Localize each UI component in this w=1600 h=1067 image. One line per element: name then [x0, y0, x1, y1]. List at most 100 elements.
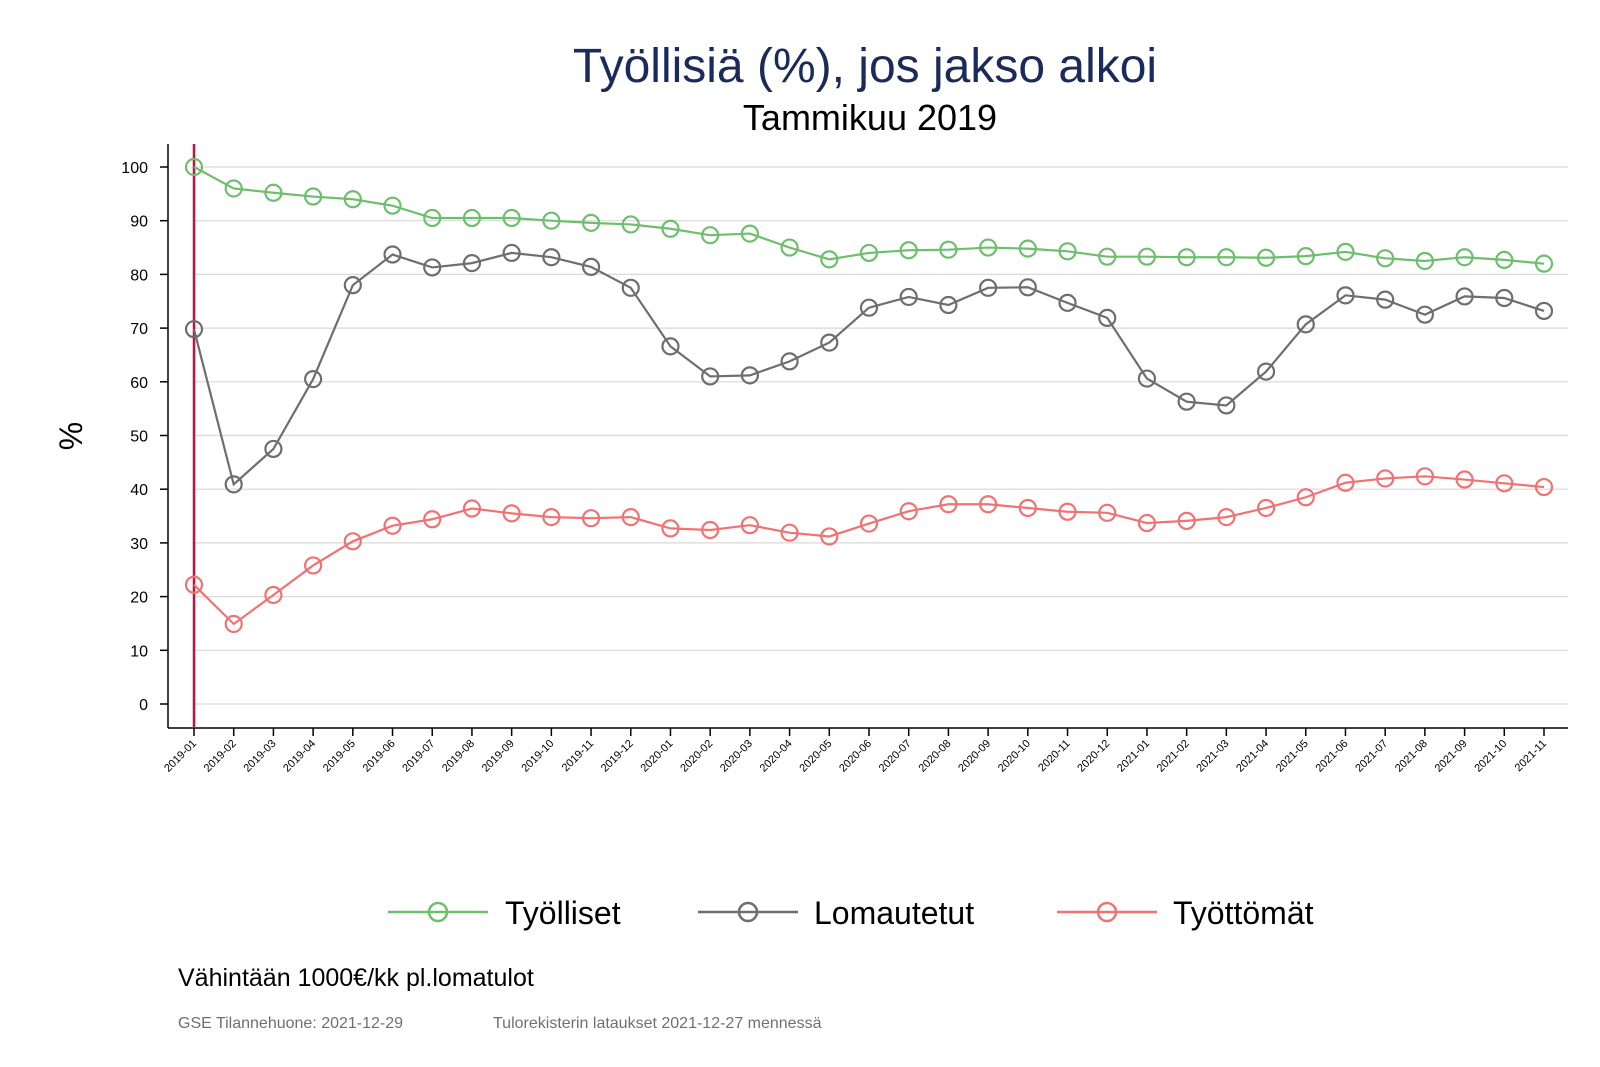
data-point: [1137, 369, 1157, 388]
x-tick-label: 2021-09: [1433, 738, 1470, 775]
x-tick-label: 2020-05: [797, 738, 834, 775]
data-point: [343, 276, 362, 295]
x-tick-label: 2019-09: [480, 738, 517, 775]
data-point: [264, 183, 283, 202]
data-point: [502, 208, 521, 228]
data-point: [1336, 242, 1355, 261]
x-tick-label: 2020-09: [956, 738, 993, 775]
x-tick-label: 2019-04: [281, 738, 318, 775]
data-point: [780, 523, 799, 542]
y-tick-label: 10: [130, 643, 148, 660]
data-point: [1534, 477, 1554, 497]
data-point: [740, 516, 759, 535]
data-point: [462, 499, 482, 518]
series-1: [184, 157, 1554, 273]
data-point: [1256, 498, 1276, 518]
x-tick-label: 2019-05: [321, 738, 358, 775]
data-point: [939, 240, 958, 259]
data-point: [1296, 315, 1315, 334]
data-point: [184, 575, 204, 594]
data-point: [979, 238, 998, 257]
x-tick-label: 2020-12: [1075, 738, 1112, 775]
data-point: [661, 219, 680, 238]
x-tick-label: 2021-04: [1234, 738, 1271, 775]
legend-marker: [1096, 901, 1118, 923]
x-tick-label: 2019-11: [560, 738, 596, 774]
data-point: [820, 333, 839, 352]
data-point: [343, 532, 362, 551]
x-tick-label: 2019-06: [361, 738, 398, 775]
data-point: [1376, 249, 1395, 268]
data-point: [1415, 467, 1434, 486]
data-point: [1098, 308, 1117, 327]
data-point: [1495, 288, 1514, 308]
data-point: [621, 215, 640, 234]
data-point: [1177, 511, 1196, 530]
data-point: [740, 366, 759, 385]
x-tick-label: 2021-07: [1353, 738, 1390, 775]
x-tick-label: 2019-12: [599, 738, 636, 775]
gridlines: [194, 166, 1568, 705]
x-tick-label: 2020-10: [996, 738, 1033, 775]
x-tick-label: 2020-08: [916, 738, 953, 775]
data-point: [224, 614, 243, 634]
series-3: [184, 467, 1554, 634]
series-line: [192, 251, 1545, 487]
x-tick-label: 2021-05: [1274, 738, 1311, 775]
x-tick-label: 2020-07: [877, 738, 914, 775]
data-point: [1137, 247, 1157, 266]
data-point: [820, 527, 839, 546]
y-tick-label: 100: [121, 160, 148, 177]
data-point: [264, 585, 283, 605]
data-point: [224, 179, 243, 198]
data-point: [343, 190, 362, 209]
data-point: [304, 556, 323, 575]
source-left: GSE Tilannehuone: 2021-12-29: [178, 1015, 403, 1032]
source-right: Tulorekisterin lataukset 2021-12-27 menn…: [493, 1015, 822, 1032]
data-point: [581, 509, 601, 528]
data-point: [1177, 248, 1196, 267]
data-point: [1058, 242, 1077, 261]
series-line: [193, 475, 1545, 626]
data-point: [542, 248, 561, 267]
data-point: [264, 439, 283, 459]
data-point: [1336, 473, 1355, 492]
series-group: [184, 144, 1554, 728]
x-tick-label: 2019-07: [400, 738, 437, 775]
y-tick-label: 70: [130, 321, 148, 338]
data-point: [1018, 278, 1037, 297]
series-2: [184, 243, 1554, 494]
legend-label: Työttömät: [1173, 895, 1314, 931]
y-tick-label: 30: [130, 536, 148, 553]
data-point: [383, 245, 402, 264]
data-point: [1217, 396, 1236, 415]
data-point: [1376, 469, 1395, 488]
data-point: [1256, 362, 1276, 381]
y-tick-label: 50: [130, 429, 148, 446]
x-tick-label: 2021-03: [1194, 738, 1231, 775]
data-point: [304, 370, 323, 389]
legend-item-3: Työttömät: [1057, 895, 1314, 931]
data-point: [542, 508, 561, 527]
data-point: [423, 510, 442, 529]
data-point: [820, 250, 839, 269]
chart-title: Työllisiä (%), jos jakso alkoi: [573, 40, 1157, 93]
data-point: [1336, 286, 1355, 305]
data-point: [780, 238, 799, 257]
x-tick-label: 2019-01: [162, 738, 199, 775]
data-point: [859, 514, 879, 533]
data-point: [184, 320, 204, 339]
data-point: [1217, 248, 1236, 267]
data-point: [1415, 251, 1434, 271]
x-tick-label: 2019-08: [440, 738, 477, 775]
data-point: [701, 226, 720, 245]
data-point: [462, 208, 482, 228]
y-tick-label: 40: [130, 482, 148, 499]
data-point: [502, 243, 521, 263]
legend-marker: [737, 901, 759, 923]
data-point: [1018, 498, 1037, 518]
data-point: [859, 243, 879, 263]
data-point: [1098, 247, 1117, 266]
